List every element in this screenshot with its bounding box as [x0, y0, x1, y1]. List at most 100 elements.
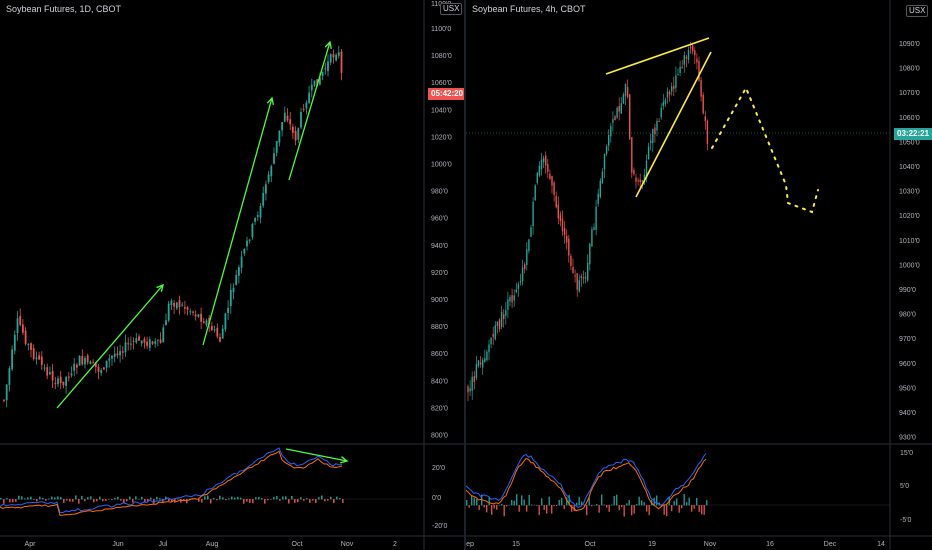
- hourly-currency-button[interactable]: USX: [906, 5, 929, 17]
- daily-price-label: 920'0: [431, 270, 448, 277]
- daily-candle-body: [265, 184, 267, 194]
- daily-osc-bar: [339, 498, 341, 500]
- daily-osc-bar: [207, 495, 209, 500]
- daily-candle-body: [205, 320, 208, 326]
- hourly-candle-body: [572, 266, 574, 274]
- daily-osc-bar: [159, 498, 161, 500]
- daily-osc-bar: [135, 496, 137, 500]
- daily-osc-bar: [222, 497, 224, 500]
- hourly-candle-body: [490, 337, 492, 345]
- hourly-osc-bar: [623, 505, 625, 517]
- daily-osc-bar: [81, 495, 83, 500]
- daily-date-axis: Apr Jun Jul Aug Oct Nov 2: [25, 541, 398, 548]
- hourly-osc-bar: [543, 505, 545, 510]
- hourly-candle-body: [471, 376, 473, 392]
- hourly-candle-body: [664, 99, 667, 104]
- daily-candle-body: [229, 290, 232, 306]
- daily-candle-body: [76, 364, 78, 368]
- daily-oscillator: [0, 447, 424, 516]
- hourly-candle-body: [553, 182, 555, 195]
- hourly-osc-bar: [591, 505, 593, 507]
- hourly-price-axis: 1090'0 1080'0 1070'0 1060'0 1050'0 1040'0 1030…: [899, 41, 920, 524]
- hourly-candle-body: [662, 102, 664, 107]
- daily-candle-body: [86, 355, 89, 363]
- hourly-osc-bar: [663, 505, 665, 515]
- hourly-candle-body: [503, 314, 505, 319]
- daily-candle-body: [16, 318, 19, 333]
- daily-osc-bar: [303, 499, 305, 501]
- daily-candle-body: [232, 287, 235, 293]
- hourly-chart-canvas[interactable]: 1090'0 1080'0 1070'0 1060'0 1050'0 1040'0 1030…: [466, 0, 932, 550]
- hourly-date-label: Nov: [704, 541, 717, 548]
- daily-osc-label: 20'0: [432, 465, 445, 472]
- hourly-candle-body: [530, 227, 532, 237]
- daily-candle-body: [51, 370, 54, 381]
- hourly-candle-body: [633, 169, 635, 175]
- hourly-candle-body: [547, 163, 549, 172]
- daily-candle-body: [135, 338, 138, 343]
- pane-divider[interactable]: [464, 0, 466, 550]
- hourly-candle-body: [477, 360, 480, 367]
- daily-divergence-arrow[interactable]: [285, 448, 348, 462]
- hourly-candle-body: [561, 218, 564, 232]
- daily-osc-bar: [147, 499, 149, 502]
- hourly-date-label: Oct: [585, 541, 596, 548]
- daily-osc-bar: [69, 499, 71, 502]
- daily-trend-arrow-1[interactable]: [56, 284, 164, 409]
- daily-osc-bar: [291, 495, 293, 500]
- daily-osc-bar: [48, 498, 50, 500]
- hourly-osc-bar: [548, 496, 550, 506]
- hourly-osc-bar: [583, 504, 585, 506]
- daily-chart-pane[interactable]: 1100'0 1080'0 1060'0 1040'0 1020'0 1000'0 980'…: [0, 0, 467, 550]
- hourly-osc-bar: [498, 504, 500, 506]
- hourly-candle-body: [580, 276, 583, 279]
- daily-chart-canvas[interactable]: 1100'0 1080'0 1060'0 1040'0 1020'0 1000'0 980'…: [0, 0, 464, 550]
- daily-trend-arrow-3-head: [324, 40, 332, 50]
- hourly-osc-bar: [496, 505, 498, 510]
- hourly-osc-bar: [611, 504, 613, 506]
- hourly-osc-bar: [673, 500, 675, 506]
- hourly-price-label: 950'0: [899, 385, 916, 392]
- hourly-candle-body: [475, 364, 478, 379]
- hourly-candle-body: [582, 277, 585, 279]
- daily-candle-body: [321, 72, 324, 77]
- daily-trend-arrow-3[interactable]: [288, 41, 331, 181]
- daily-candles: [3, 45, 343, 408]
- hourly-candle-body: [620, 103, 622, 114]
- hourly-candle-body: [513, 295, 515, 301]
- daily-candle-body: [24, 330, 27, 344]
- daily-osc-bar: [228, 498, 230, 500]
- hourly-chart-pane[interactable]: 1090'0 1080'0 1070'0 1060'0 1050'0 1040'0 1030…: [466, 0, 932, 550]
- hourly-osc-bar: [573, 505, 575, 512]
- hourly-date-label: 16: [766, 541, 774, 548]
- daily-candle-body: [256, 215, 259, 217]
- daily-osc-bar: [210, 499, 212, 504]
- daily-candle-body: [192, 311, 194, 313]
- daily-candle-body: [22, 324, 24, 333]
- hourly-candle-body: [498, 319, 501, 330]
- daily-candle-body: [3, 399, 5, 401]
- hourly-osc-bar: [588, 497, 590, 506]
- projection-dotted-path[interactable]: [711, 85, 819, 214]
- daily-osc-bar: [330, 496, 332, 500]
- daily-candle-body: [32, 348, 35, 359]
- hourly-price-label: 980'0: [899, 312, 916, 319]
- hourly-osc-bar: [603, 504, 605, 506]
- wedge-lower-trendline[interactable]: [635, 51, 712, 198]
- daily-osc-bar: [87, 497, 89, 500]
- daily-currency-button[interactable]: USX: [440, 3, 463, 15]
- daily-candle-body: [181, 304, 184, 306]
- daily-candle-body: [240, 256, 243, 268]
- hourly-candle-body: [605, 146, 608, 155]
- hourly-candle-body: [681, 67, 683, 69]
- daily-candle-body: [305, 102, 308, 109]
- hourly-osc-bar: [606, 505, 608, 508]
- hourly-candle-body: [635, 177, 637, 182]
- daily-osc-bar: [267, 499, 269, 501]
- daily-osc-bar: [261, 498, 263, 500]
- daily-trend-arrow-2[interactable]: [202, 97, 273, 346]
- daily-candle-body: [97, 366, 100, 372]
- wedge-upper-trendline[interactable]: [605, 37, 710, 75]
- hourly-osc-bar: [633, 505, 635, 514]
- daily-candle-body: [11, 349, 13, 370]
